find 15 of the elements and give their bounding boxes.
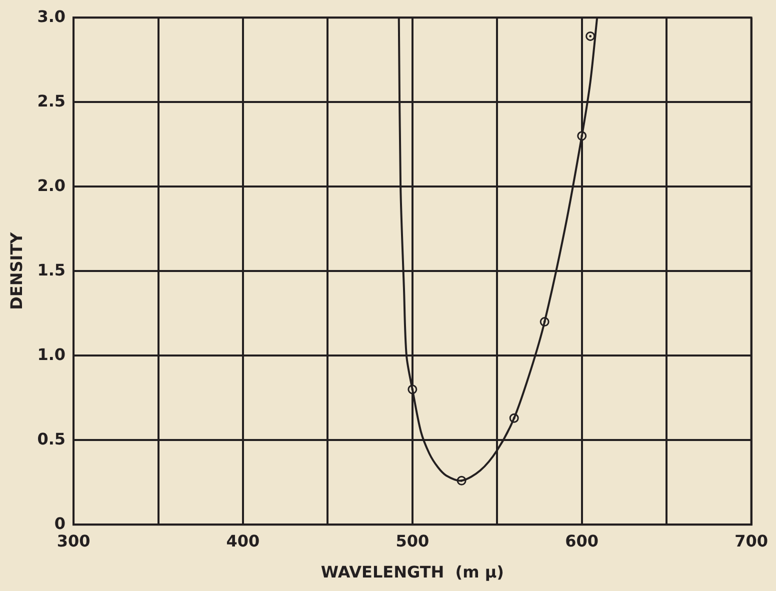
- y-tick-label: 1.5: [37, 260, 66, 280]
- y-tick-label: 2.0: [37, 176, 66, 195]
- y-axis-title: DENSITY: [6, 232, 26, 310]
- y-tick-label: 0: [54, 514, 66, 533]
- x-tick-label: 500: [396, 531, 430, 550]
- point: [586, 31, 596, 41]
- y-tick-label: 0.5: [37, 429, 66, 448]
- x-tick-label: 600: [565, 531, 599, 550]
- x-tick-label: 700: [734, 531, 768, 550]
- y-tick-label: 3.0: [37, 6, 66, 26]
- y-tick-label: 1.0: [37, 344, 66, 364]
- y-tick-label: 2.5: [37, 91, 66, 110]
- x-tick-label: 400: [226, 531, 260, 550]
- x-tick-label: 300: [56, 531, 90, 550]
- x-axis-title: WAVELENGTH (m μ): [320, 562, 504, 582]
